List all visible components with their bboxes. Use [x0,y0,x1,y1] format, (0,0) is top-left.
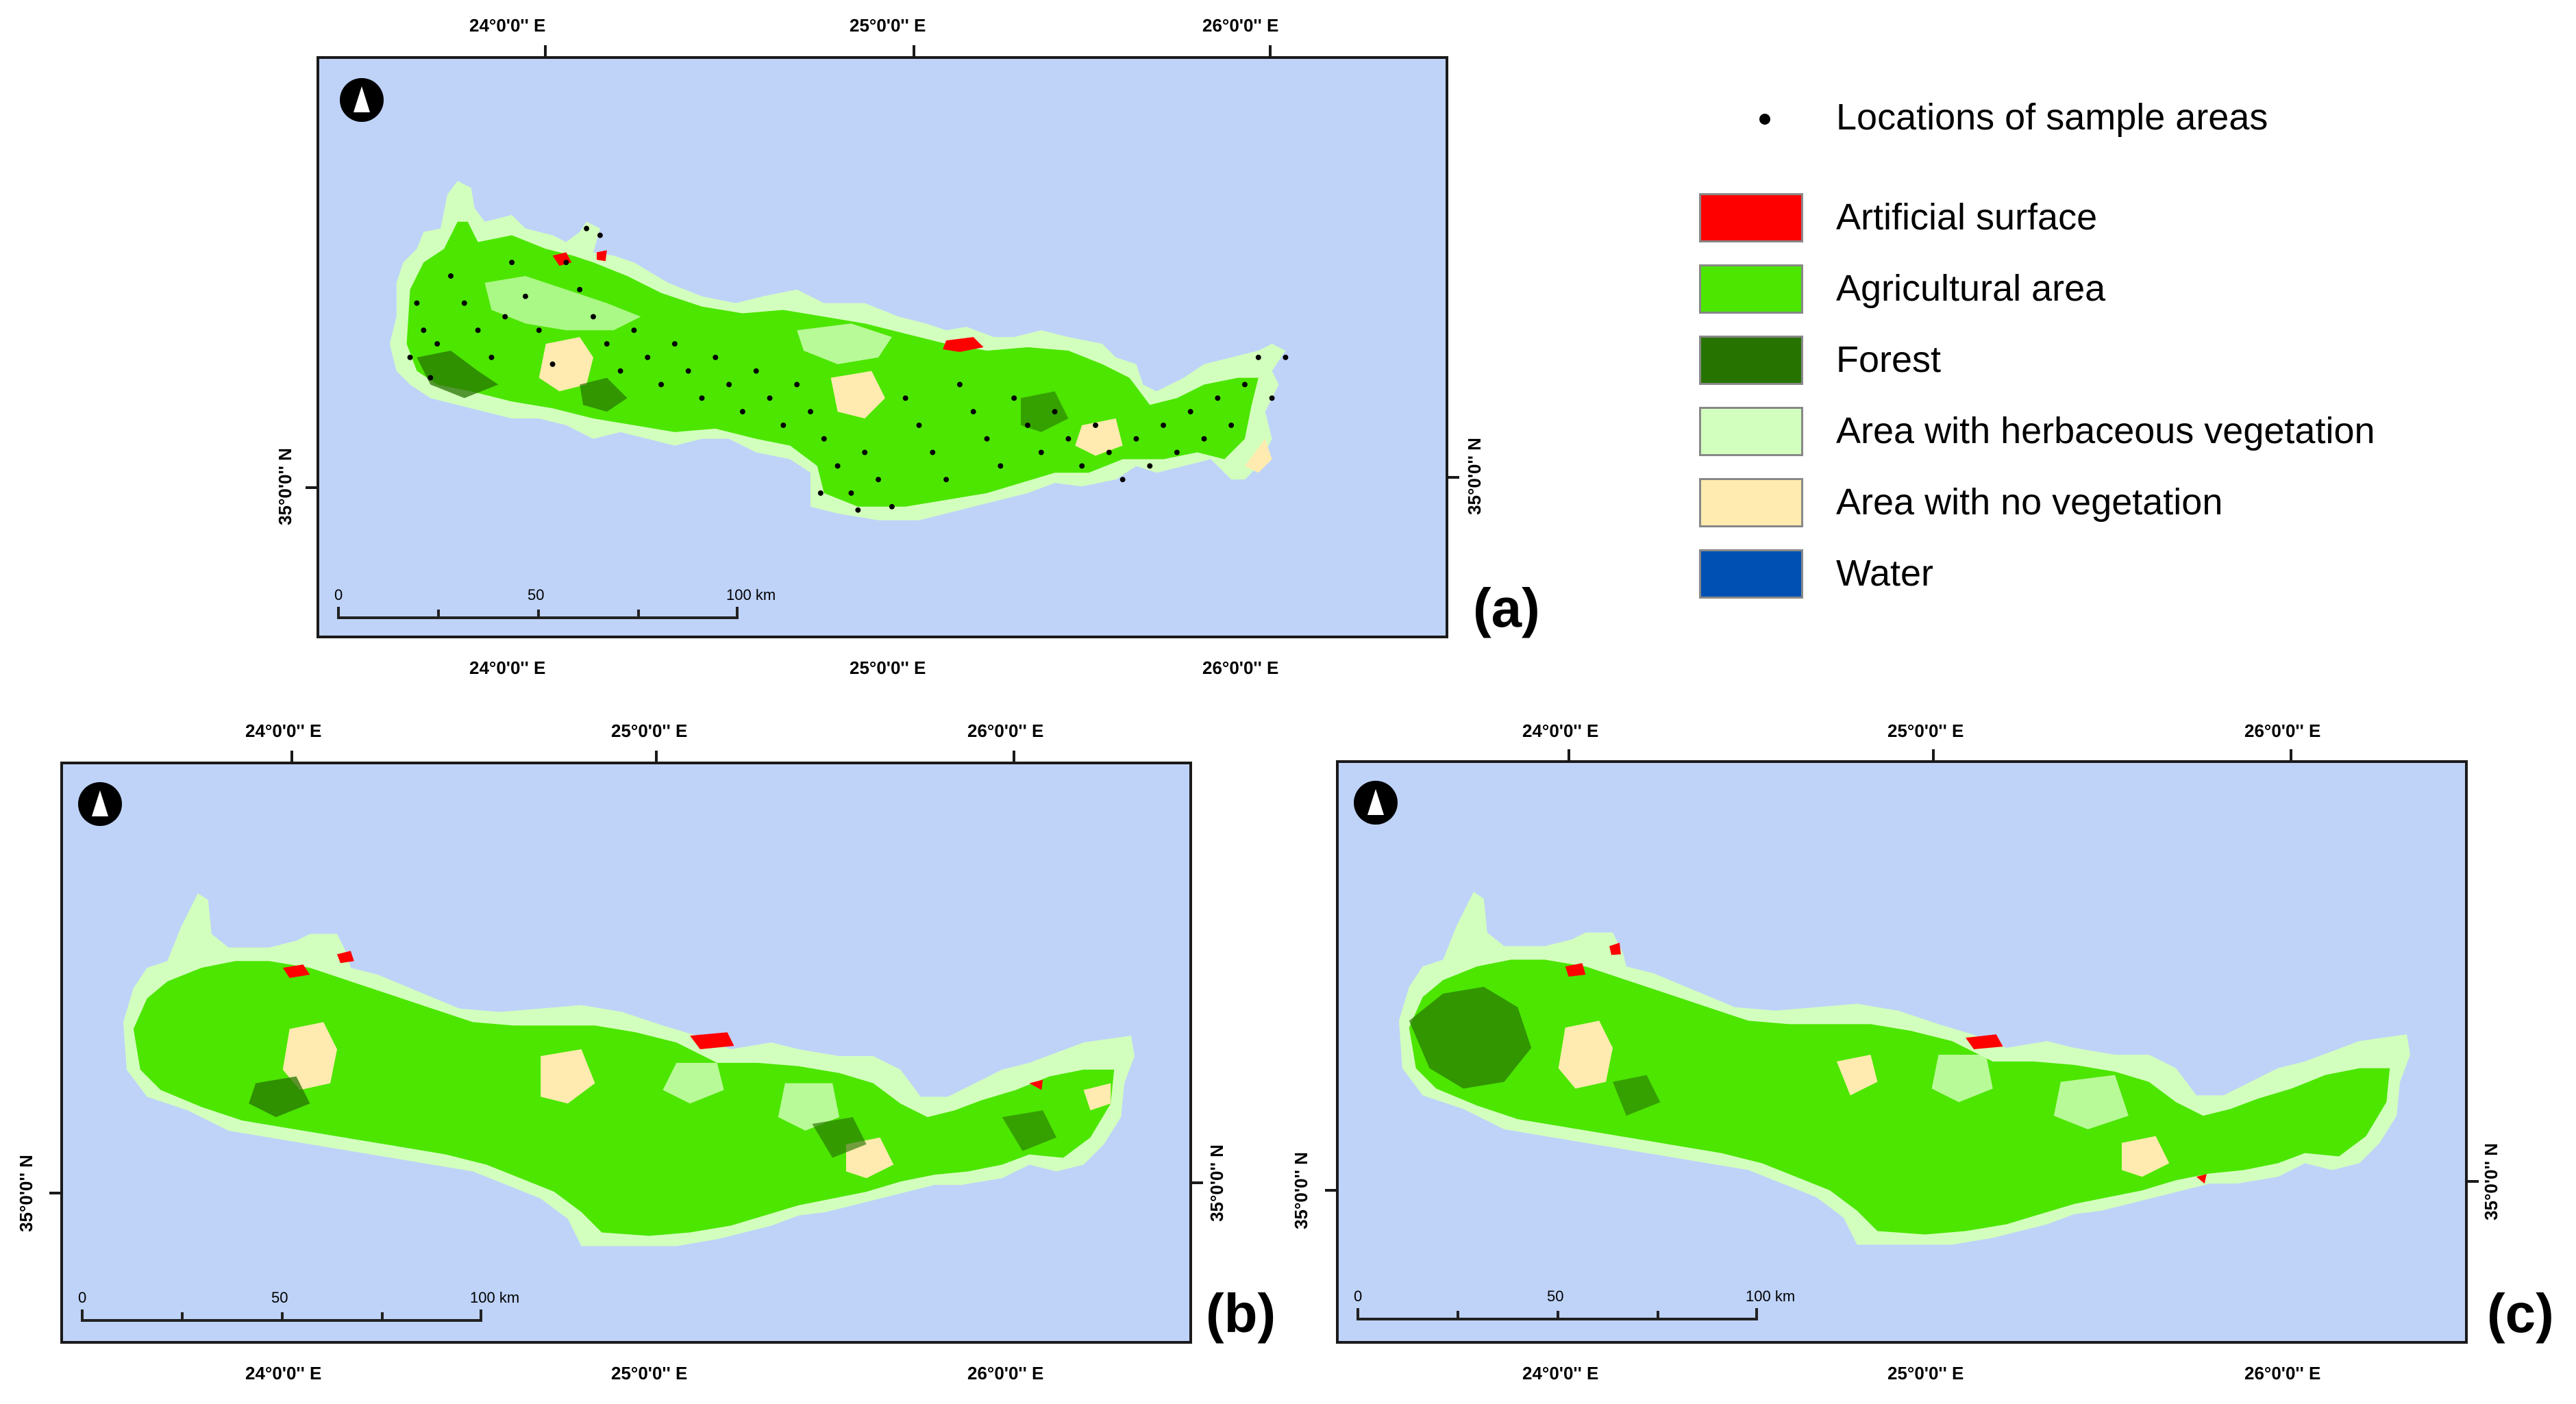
legend-swatch [1699,336,1803,385]
lat-label: 35°0'0'' N [1290,1152,1311,1229]
legend-label: Water [1836,553,1934,594]
lon-label: 26°0'0'' E [1202,15,1279,36]
lon-label: 25°0'0'' E [611,1363,688,1383]
herbaceous-patch [778,1083,840,1131]
panel-label-a: (a) [1473,577,1540,638]
forest-patch [812,1117,867,1158]
forest-patch [1021,391,1069,432]
legend-swatch [1699,478,1803,527]
bare-patch [1083,1083,1111,1111]
artificial-patch [1609,942,1621,955]
artificial-patch [596,250,607,262]
bare-patch [282,1022,338,1090]
island-herbaceous-patch [797,323,892,364]
lat-label: 35°0'0'' N [1206,1144,1227,1222]
scale-label: 0 [1354,1288,1363,1305]
scale-bar: 0 50 100 km [334,586,776,627]
legend-label: Agricultural area [1836,268,2106,309]
scale-label: 50 [1547,1288,1564,1305]
bare-patch [1075,418,1123,456]
bare-patch [2121,1136,2170,1177]
sample-points [407,225,1289,513]
crete-map-c [1398,892,2410,1245]
artificial-patch [2196,1174,2207,1184]
lon-label: 26°0'0'' E [1202,657,1279,678]
legend-swatch [1699,193,1803,242]
forest-patch [417,350,499,399]
artificial-patch [1966,1034,2003,1050]
bare-patch [541,1049,595,1104]
herbaceous-patch [662,1062,724,1104]
lon-label: 24°0'0'' E [469,657,546,678]
lon-label: 25°0'0'' E [1887,1363,1964,1383]
legend-swatch [1699,549,1803,599]
lon-label: 25°0'0'' E [1887,720,1964,741]
herbaceous-patch [1931,1054,1993,1103]
lon-label: 24°0'0'' E [469,15,546,36]
forest-patch [249,1076,310,1118]
lon-label: 25°0'0'' E [611,720,688,741]
lon-label: 25°0'0'' E [850,15,926,36]
island-herbaceous-patch [484,275,641,331]
lat-label: 35°0'0'' N [15,1155,36,1232]
bare-patch [1244,438,1272,473]
panel-label-c: (c) [2487,1283,2554,1344]
lon-label: 24°0'0'' E [245,1363,322,1383]
panel-label-b: (b) [1206,1283,1276,1344]
bare-patch [538,337,594,392]
scale-label: 50 [271,1289,288,1306]
north-arrow-icon [78,782,122,826]
scale-label: 100 km [1746,1288,1796,1305]
map-panel-c: 0 50 100 km [1336,760,2468,1344]
scale-label: 0 [78,1289,87,1306]
crete-map-b [123,893,1135,1246]
artificial-patch [943,337,984,352]
artificial-patch [282,964,310,979]
scale-label: 50 [528,586,545,603]
lat-label: 35°0'0'' N [1463,438,1485,515]
lon-label: 24°0'0'' E [1522,1363,1599,1383]
scale-bar: 0 50 100 km [78,1289,519,1330]
bare-patch [1836,1054,1878,1096]
lat-label: 35°0'0'' N [2480,1143,2501,1220]
artificial-patch [690,1032,734,1050]
crete-map-a [389,181,1289,521]
legend-label: Artificial surface [1836,197,2098,238]
map-panel-a: 0 50 100 km [317,56,1448,638]
legend-swatch [1699,407,1803,456]
artificial-patch [1565,963,1586,977]
artificial-patch [337,951,354,964]
lon-label: 25°0'0'' E [850,657,926,678]
legend-label: Locations of sample areas [1836,97,2268,138]
north-arrow-icon [1354,781,1398,825]
legend-label: Forest [1836,339,1942,380]
artificial-patch [1029,1079,1043,1090]
north-arrow-icon [340,78,384,122]
map-panel-b: 0 50 100 km [60,762,1192,1344]
legend-label: Area with herbaceous vegetation [1836,410,2375,451]
legend-label: Area with no vegetation [1836,481,2223,523]
lon-label: 26°0'0'' E [967,1363,1044,1383]
lat-label: 35°0'0'' N [274,448,295,525]
scale-label: 100 km [470,1289,520,1306]
bare-patch [830,371,885,419]
lon-label: 26°0'0'' E [967,720,1044,741]
forest-patch [1409,986,1532,1089]
bare-patch [1558,1020,1613,1089]
forest-patch [1002,1110,1057,1151]
legend-swatch [1699,264,1803,314]
herbaceous-patch [2053,1075,2129,1129]
scale-label: 0 [334,586,343,603]
lon-label: 24°0'0'' E [245,720,322,741]
forest-patch [580,377,628,412]
scale-bar: 0 50 100 km [1354,1288,1795,1329]
forest-patch [1613,1075,1661,1116]
lon-label: 24°0'0'' E [1522,720,1599,741]
scale-label: 100 km [726,586,776,603]
island-agricultural [406,221,1259,507]
lon-label: 26°0'0'' E [2244,1363,2321,1383]
sample-point-icon [1759,114,1770,125]
lon-label: 26°0'0'' E [2244,720,2321,741]
